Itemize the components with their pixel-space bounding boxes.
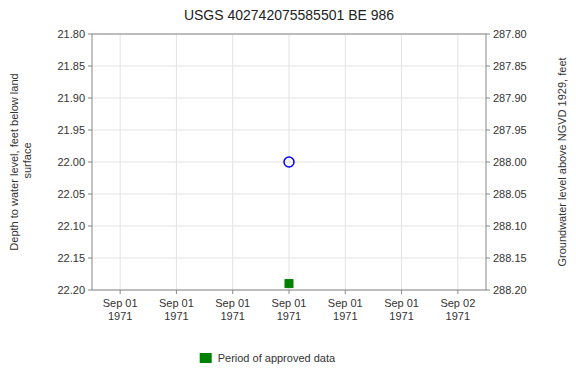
tick-label: 287.80 [493,28,527,40]
tick-label: Sep 011971 [159,297,194,322]
point [284,157,294,167]
tick-label: 22.15 [57,252,85,264]
marks [284,157,294,288]
tick-label: 288.15 [493,252,527,264]
tick-mark [457,290,458,294]
point [285,280,293,288]
legend-label: Period of approved data [218,352,336,364]
tick-mark [176,290,177,294]
text-line: Sep 01 [103,297,138,309]
tick-mark [88,34,92,35]
grid-line [120,34,121,290]
tick-mark [486,66,490,67]
tick-mark [88,290,92,291]
tick-label: Sep 011971 [272,297,307,322]
tick-mark [486,290,490,291]
tick-mark [289,290,290,294]
tick-mark [88,130,92,131]
grid-line [176,34,177,290]
text-line: Sep 01 [215,297,250,309]
grid-line [457,34,458,290]
grid-line [401,34,402,290]
tick-mark [120,290,121,294]
text-line: Sep 01 [328,297,363,309]
tick-mark [486,130,490,131]
tick-label: 287.90 [493,92,527,104]
tick-label: 21.90 [57,92,85,104]
tick-label: 21.85 [57,60,85,72]
tick-label: Sep 011971 [215,297,250,322]
tick-mark [486,258,490,259]
tick-mark [88,162,92,163]
tick-label: 287.95 [493,124,527,136]
tick-mark [88,66,92,67]
title: USGS 402742075585501 BE 986 [184,7,394,23]
tick-mark [232,290,233,294]
tick-mark [486,34,490,35]
tick-label: Sep 011971 [384,297,419,322]
text-line: 1971 [164,310,188,322]
text-line: surface [21,142,33,181]
tick-mark [486,226,490,227]
axis-label: Depth to water level, feet below land su… [8,73,33,250]
text-line: Sep 02 [440,297,475,309]
tick-label: Sep 011971 [103,297,138,322]
plot-frame [92,34,486,290]
tick-mark [88,258,92,259]
text-line: 1971 [220,310,244,322]
axis-label: Groundwater level above NGVD 1929, feet [556,57,568,266]
chart: 21.80 21.85 21.90 21.95 22.00 22.05 22.10 22.15… [0,0,576,384]
grid [92,34,486,290]
text-line: Depth to water level, feet below land [8,73,20,250]
legend: Period of approved data [200,352,336,364]
tick-mark [88,98,92,99]
grid-line [345,34,346,290]
tick-label: 287.85 [493,60,527,72]
tick-label: 22.05 [57,188,85,200]
plot-area [92,34,486,290]
tick-mark [486,98,490,99]
tick-mark [345,290,346,294]
text-line: Sep 01 [159,297,194,309]
grid-line [289,34,290,290]
tick-label: 288.00 [493,156,527,168]
text-line: Sep 01 [384,297,419,309]
tick-label: 288.20 [493,284,527,296]
text-line: 1971 [333,310,357,322]
tick-label: 22.00 [57,156,85,168]
text-line: Groundwater level above NGVD 1929, feet [556,57,568,266]
tick-mark [486,162,490,163]
text-line: 1971 [389,310,413,322]
grid-line [232,34,233,290]
tick-label: 21.80 [57,28,85,40]
text-line: 1971 [446,310,470,322]
tick-mark [88,194,92,195]
tick-label: 21.95 [57,124,85,136]
tick-label: 288.05 [493,188,527,200]
tick-label: Sep 021971 [440,297,475,322]
tick-label: Sep 011971 [328,297,363,322]
tick-mark [88,226,92,227]
legend-swatch [200,353,212,363]
text-line: Sep 01 [272,297,307,309]
tick-mark [401,290,402,294]
text-line: 1971 [108,310,132,322]
tick-label: 22.10 [57,220,85,232]
text-line: 1971 [277,310,301,322]
tick-mark [486,194,490,195]
tick-label: 22.20 [57,284,85,296]
tick-label: 288.10 [493,220,527,232]
